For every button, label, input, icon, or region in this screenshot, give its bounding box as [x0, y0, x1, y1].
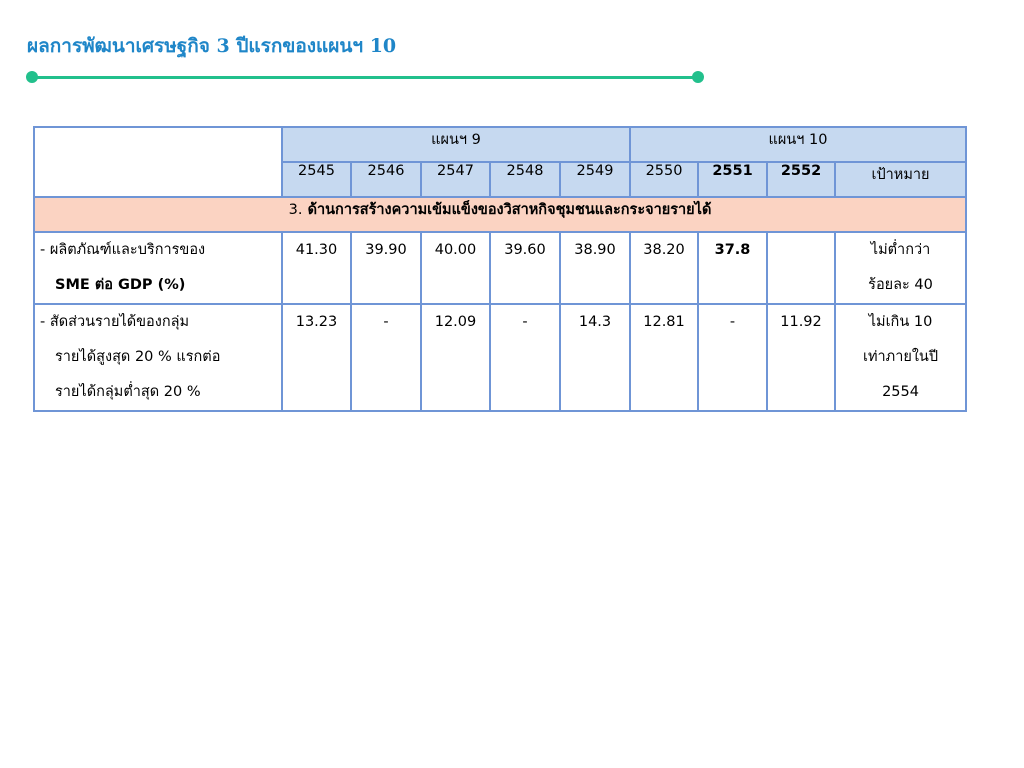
value-cell: 13.23 [281, 303, 352, 412]
section-label: ด้านการสร้างความเข้มแข็งของวิสาหกิจชุมชน… [307, 202, 712, 218]
row-label-line: SME ต่อ GDP (%) [55, 277, 186, 293]
value-cell: 40.00 [420, 231, 491, 305]
year-header: 2548 [489, 161, 561, 198]
row-label-line: - ผลิตภัณฑ์และบริการของ [40, 242, 206, 258]
row-label-line: - สัดส่วนรายได้ของกลุ่ม [40, 314, 190, 330]
underline-dot-left [26, 71, 38, 83]
table-row: - สัดส่วนรายได้ของกลุ่ม รายได้สูงสุด 20 … [33, 303, 968, 412]
value-cell: 11.92 [766, 303, 837, 412]
value-cell: 41.30 [281, 231, 352, 305]
value-cell [766, 231, 837, 305]
value-cell: 39.90 [350, 231, 422, 305]
plan10-header: แผนฯ 10 [629, 126, 968, 163]
corner-cell [33, 126, 283, 198]
plan-header-row: แผนฯ 9 แผนฯ 10 [33, 126, 968, 198]
value-cell: 38.90 [558, 231, 632, 305]
value-cell: 12.81 [629, 303, 700, 412]
year-header: 2550 [629, 161, 700, 198]
row-label: - สัดส่วนรายได้ของกลุ่ม รายได้สูงสุด 20 … [33, 303, 283, 412]
target-line: ไม่ต่ำกว่า [870, 242, 931, 258]
underline-dot-right [692, 71, 704, 83]
row-label-line: รายได้กลุ่มต่ำสุด 20 % [55, 384, 201, 400]
plan9-header: แผนฯ 9 [280, 126, 632, 163]
target-line: ไม่เกิน 10 [868, 314, 933, 330]
title-underline [33, 76, 698, 79]
year-header: 2552 [766, 161, 837, 198]
value-cell: 39.60 [489, 231, 561, 305]
year-header: 2547 [420, 161, 491, 198]
year-header: 2549 [558, 161, 632, 198]
row-label-line: รายได้สูงสุด 20 % แรกต่อ [55, 349, 221, 365]
target-header: เป้าหมาย [834, 161, 968, 198]
value-cell: 12.09 [420, 303, 491, 412]
year-header-row: 2545 2546 2547 2548 2549 2550 2551 2552 … [34, 161, 968, 198]
target-cell: ไม่เกิน 10 เท่าภายในปี 2554 [834, 303, 968, 412]
year-header: 2551 [697, 161, 769, 198]
table-row: - ผลิตภัณฑ์และบริการของ SME ต่อ GDP (%) … [33, 231, 968, 305]
section-row: 3. ด้านการสร้างความเข้มแข็งของวิสาหกิจชุ… [32, 196, 968, 233]
section-number: 3. [288, 202, 303, 218]
value-cell: 38.20 [629, 231, 700, 305]
value-cell: - [489, 303, 561, 412]
economic-results-table: แผนฯ 9 แผนฯ 10 2545 2546 2547 2548 2549 … [32, 126, 968, 412]
value-cell: 37.8 [697, 231, 769, 305]
target-line: ร้อยละ 40 [868, 277, 933, 293]
year-header: 2546 [350, 161, 422, 198]
year-header: 2545 [281, 161, 352, 198]
target-line: 2554 [882, 384, 919, 400]
value-cell: - [350, 303, 422, 412]
value-cell: - [697, 303, 769, 412]
target-line: เท่าภายในปี [863, 349, 939, 365]
value-cell: 14.3 [558, 303, 632, 412]
target-cell: ไม่ต่ำกว่า ร้อยละ 40 [834, 231, 968, 305]
page-title: ผลการพัฒนาเศรษฐกิจ 3 ปีแรกของแผนฯ 10 [27, 35, 397, 57]
row-label: - ผลิตภัณฑ์และบริการของ SME ต่อ GDP (%) [33, 231, 283, 305]
section-cell: 3. ด้านการสร้างความเข้มแข็งของวิสาหกิจชุ… [32, 196, 968, 233]
